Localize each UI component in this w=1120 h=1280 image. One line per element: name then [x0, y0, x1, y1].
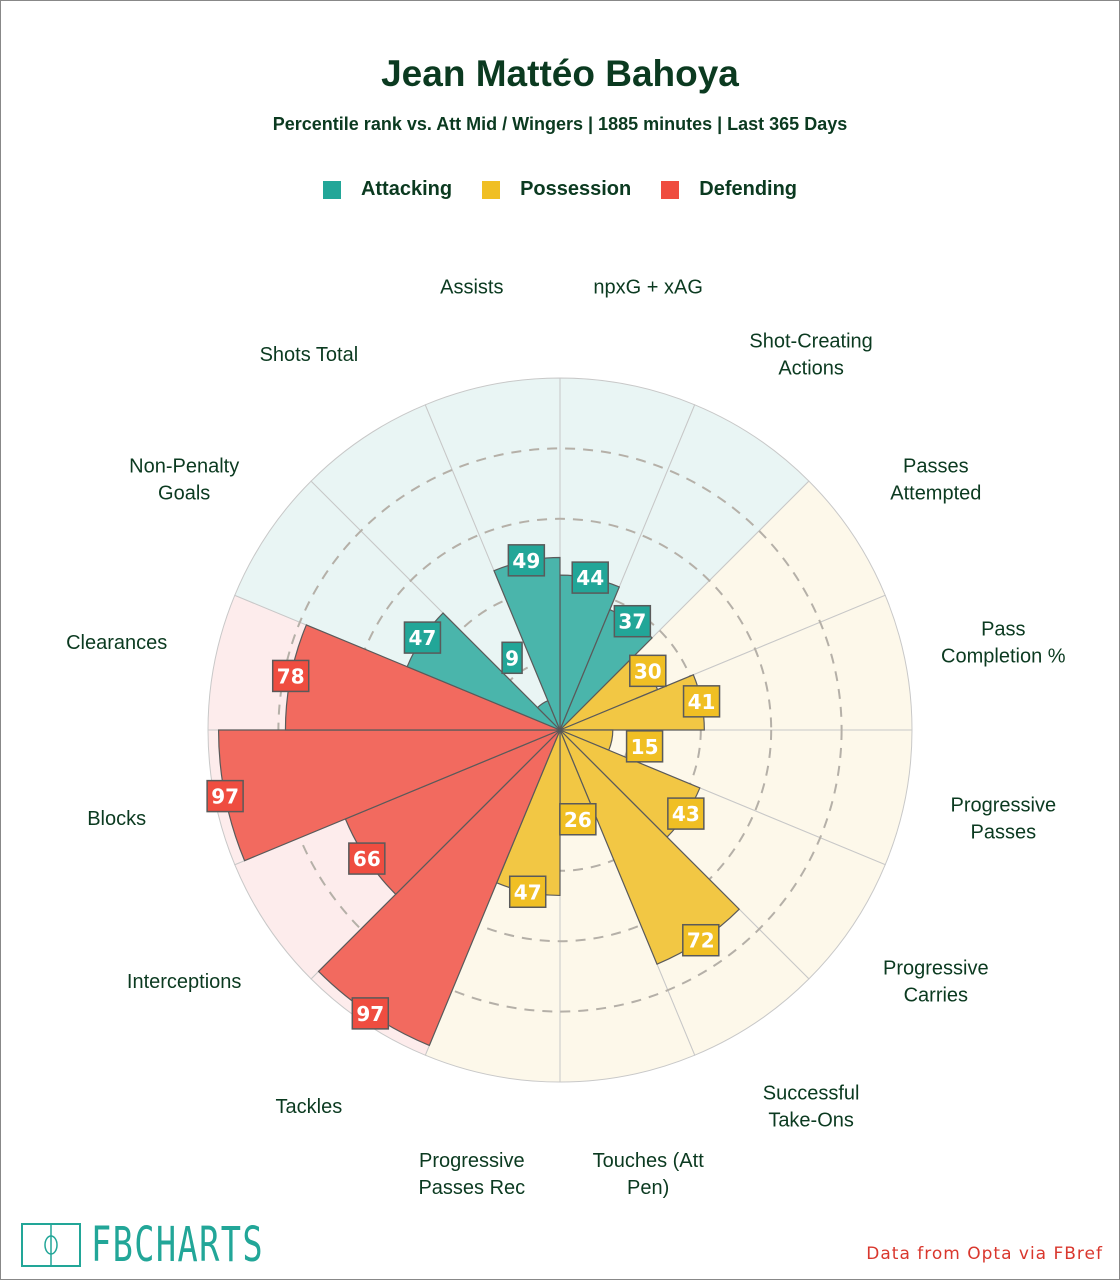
category-label: Progressive	[951, 795, 1057, 817]
category-label: Progressive	[883, 958, 989, 980]
category-label: Pass	[981, 618, 1025, 640]
category-label: Touches (Att	[593, 1150, 705, 1172]
legend-label: Attacking	[360, 178, 453, 200]
value-label: 26	[564, 808, 592, 832]
value-label-box	[508, 875, 547, 909]
legend-item-attacking: Attacking	[322, 178, 453, 201]
fbcharts-logo: FBCHARTS	[21, 1217, 338, 1273]
value-label-box	[682, 685, 721, 718]
category-label: Passes	[971, 822, 1037, 844]
value-label: 72	[687, 929, 715, 953]
background-slice	[559, 729, 913, 866]
value-label: 49	[512, 549, 540, 573]
value-label: 30	[634, 659, 662, 683]
value-label-box	[501, 641, 523, 675]
category-label: Pen)	[627, 1177, 669, 1199]
legend-swatch	[322, 180, 341, 199]
value-label: 44	[576, 566, 604, 590]
value-label: 78	[277, 664, 305, 688]
category-label: Take-Ons	[768, 1109, 854, 1131]
value-label-box	[403, 621, 442, 654]
value-label: 15	[631, 735, 659, 759]
category-label: Completion %	[941, 645, 1066, 667]
value-label-box	[625, 730, 664, 763]
category-label: Shot-Creating	[749, 331, 872, 353]
category-label: Non-Penalty	[129, 455, 239, 477]
logo-text: FBCHARTS	[91, 1217, 265, 1273]
value-label: 97	[211, 785, 239, 809]
legend-label: Possession	[520, 178, 632, 200]
data-source: Data from Opta via FBref	[866, 1244, 1103, 1264]
pitch-icon	[21, 1223, 81, 1267]
background-slice	[310, 404, 561, 731]
category-label: Carries	[904, 985, 968, 1007]
legend-swatch	[482, 180, 501, 199]
value-label-box	[629, 654, 667, 688]
gridline-60	[347, 517, 773, 943]
value-label: 43	[672, 802, 700, 826]
category-label: npxG + xAG	[593, 277, 703, 299]
value-label-box	[559, 803, 597, 836]
category-label: Successful	[763, 1082, 860, 1104]
center-point	[558, 728, 562, 732]
category-label: Passes	[903, 455, 969, 477]
value-label: 47	[514, 880, 542, 904]
category-label: Assists	[440, 277, 503, 299]
legend: Attacking Possession Defending	[1, 178, 1119, 201]
category-label: Attempted	[890, 482, 981, 504]
category-label: Shots Total	[260, 344, 359, 366]
legend-label: Defending	[699, 178, 798, 200]
value-label-box	[682, 923, 720, 957]
category-label: Progressive	[419, 1150, 525, 1172]
value-label-box	[571, 561, 609, 594]
value-label-box	[667, 797, 705, 830]
category-label: Clearances	[66, 632, 167, 654]
chart-subtitle: Percentile rank vs. Att Mid / Wingers | …	[272, 114, 848, 134]
value-label: 9	[505, 646, 519, 670]
legend-item-defending: Defending	[661, 178, 797, 201]
value-label-box	[271, 659, 310, 693]
category-label: Tackles	[276, 1096, 343, 1118]
legend-item-possession: Possession	[482, 178, 631, 201]
value-label: 97	[356, 1002, 384, 1026]
value-label-box	[206, 779, 244, 813]
category-label: Blocks	[87, 808, 146, 830]
legend-swatch	[661, 180, 680, 199]
value-label: 47	[409, 626, 437, 650]
value-label-box	[613, 604, 652, 638]
value-label: 37	[618, 610, 646, 634]
value-label-box	[351, 997, 390, 1030]
category-label: Goals	[158, 482, 210, 504]
category-label: Interceptions	[127, 971, 242, 993]
category-label: Actions	[778, 358, 844, 380]
value-label-box	[507, 544, 546, 577]
value-label: 41	[688, 690, 716, 714]
value-label-box	[348, 842, 386, 875]
category-label: Passes Rec	[418, 1177, 525, 1199]
chart-title: Jean Mattéo Bahoya	[381, 53, 739, 94]
value-label: 66	[353, 847, 381, 871]
